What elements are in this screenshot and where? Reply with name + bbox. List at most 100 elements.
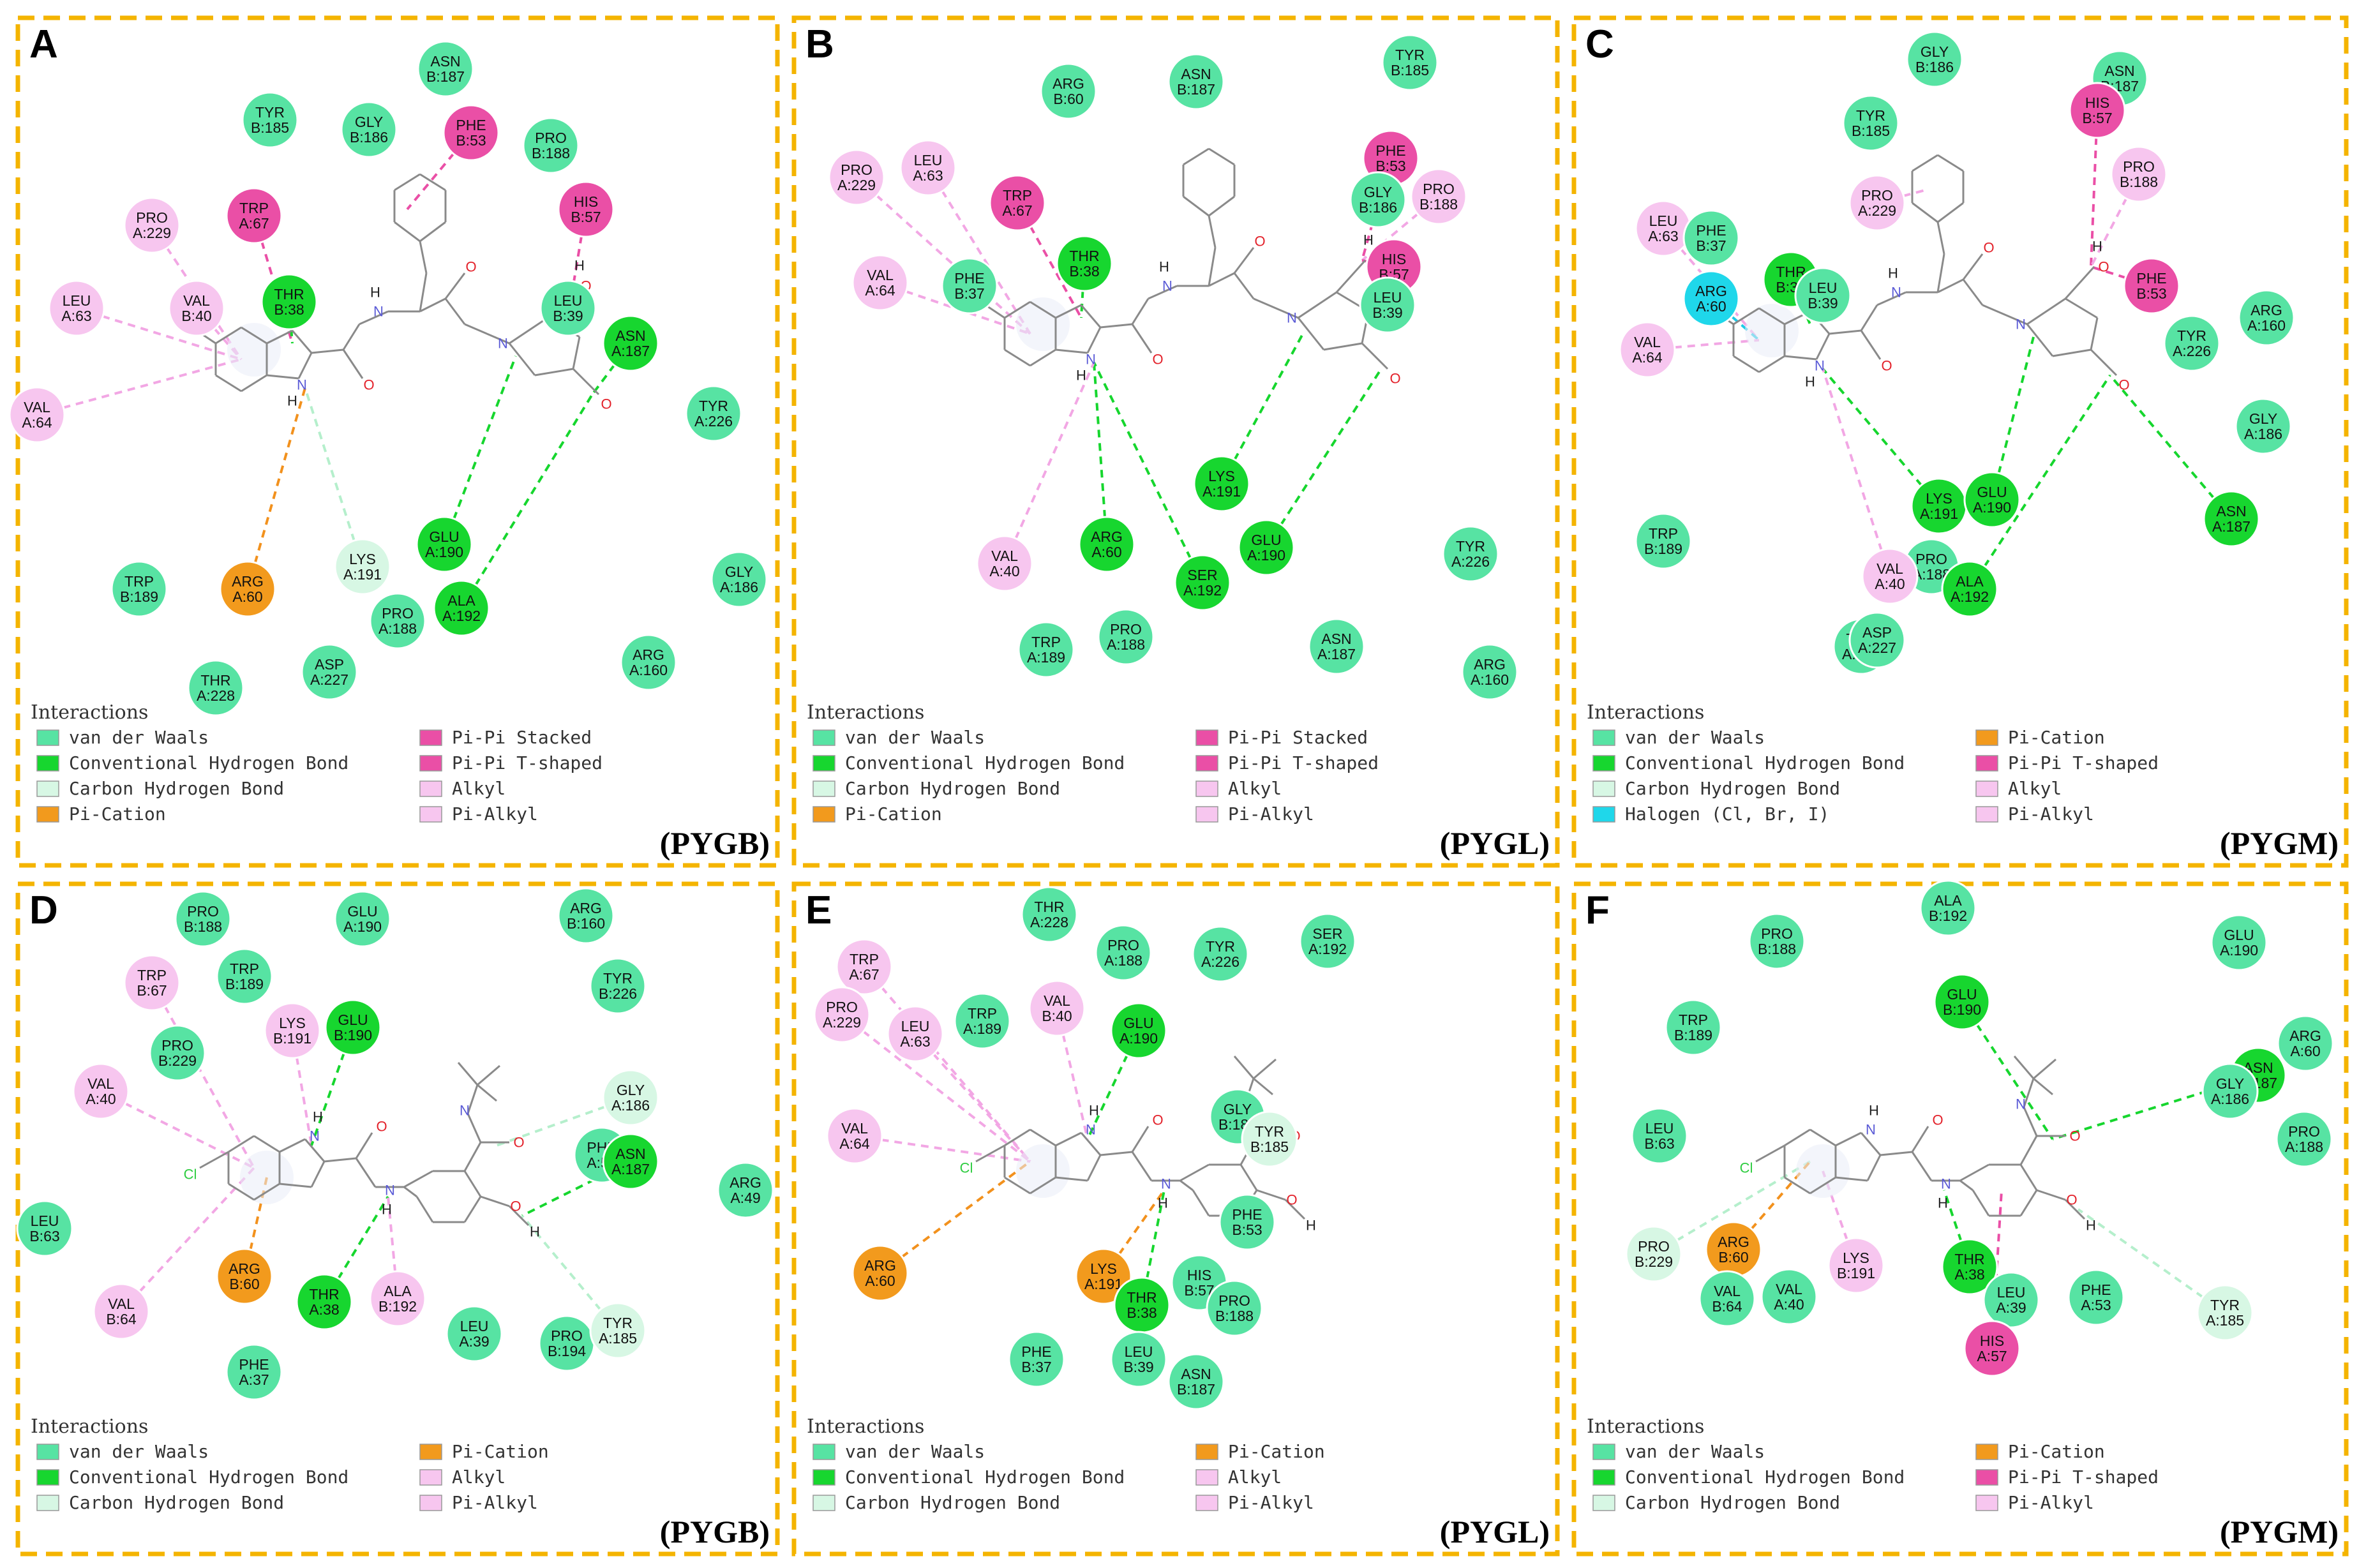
residue-val-b40[interactable]: VALB:40 [1028,980,1086,1037]
residue-val-a64[interactable]: VALA:64 [8,386,66,444]
residue-val-a64[interactable]: VALA:64 [1619,321,1676,378]
residue-lys-a191[interactable]: LYSA:191 [1193,455,1250,512]
residue-trp-a189[interactable]: TRPA:189 [954,992,1011,1050]
residue-tyr-b185[interactable]: TYRB:185 [241,91,299,149]
residue-leu-b39[interactable]: LEUB:39 [1110,1331,1167,1388]
residue-arg-a49[interactable]: ARGA:49 [717,1161,774,1219]
residue-thr-a38[interactable]: THRA:38 [296,1273,353,1331]
residue-phe-b37[interactable]: PHEB:37 [1682,209,1740,267]
residue-arg-b60[interactable]: ARGB:60 [1040,63,1097,120]
residue-asp-a227[interactable]: ASPA:227 [301,643,358,701]
residue-tyr-b185[interactable]: TYRB:185 [1842,94,1899,152]
residue-tyr-a185[interactable]: TYRA:185 [2196,1284,2254,1341]
residue-tyr-a185[interactable]: TYRA:185 [589,1302,647,1359]
residue-ser-a192[interactable]: SERA:192 [1299,913,1356,970]
residue-glu-a190[interactable]: GLUA:190 [1963,471,2021,528]
residue-val-b64[interactable]: VALB:64 [93,1283,150,1340]
residue-pro-b229[interactable]: PROB:229 [1625,1225,1682,1283]
residue-tyr-a226[interactable]: TYRA:226 [1192,925,1249,983]
residue-asn-a187[interactable]: ASNA:187 [2203,490,2260,548]
residue-glu-b190[interactable]: GLUB:190 [324,999,382,1056]
residue-leu-a39[interactable]: LEUA:39 [446,1305,503,1363]
residue-phe-b37[interactable]: PHEB:37 [941,257,998,315]
residue-arg-a60[interactable]: ARGA:60 [1682,270,1740,327]
residue-leu-a63[interactable]: LEUA:63 [48,280,105,337]
residue-glu-a190[interactable]: GLUA:190 [2210,914,2268,971]
residue-thr-b38[interactable]: THRB:38 [1113,1276,1171,1334]
residue-gly-a186[interactable]: GLYA:186 [602,1069,659,1126]
residue-trp-a67[interactable]: TRPA:67 [989,174,1046,232]
residue-arg-a60[interactable]: ARGA:60 [219,560,276,618]
residue-pro-b188[interactable]: PROB:188 [174,890,232,948]
residue-trp-b189[interactable]: TRPB:189 [216,948,273,1005]
residue-pro-a188[interactable]: PROA:188 [2275,1110,2333,1168]
residue-val-a40[interactable]: VALA:40 [1760,1268,1818,1325]
residue-pro-b188[interactable]: PROB:188 [2110,146,2168,203]
residue-pro-b194[interactable]: PROB:194 [538,1315,595,1372]
residue-arg-a60[interactable]: ARGA:60 [2277,1015,2334,1072]
residue-trp-b189[interactable]: TRPB:189 [110,560,168,618]
residue-glu-b190[interactable]: GLUB:190 [1933,973,1991,1031]
residue-trp-b189[interactable]: TRPB:189 [1665,999,1722,1056]
residue-phe-a53[interactable]: PHEA:53 [2067,1269,2125,1326]
residue-tyr-a226[interactable]: TYRA:226 [2163,315,2220,372]
residue-arg-a160[interactable]: ARGA:160 [620,634,677,691]
residue-val-a64[interactable]: VALA:64 [826,1107,883,1165]
residue-lys-b191[interactable]: LYSB:191 [264,1002,321,1059]
residue-asn-a187[interactable]: ASNA:187 [1308,618,1365,675]
residue-asn-a187[interactable]: ASNA:187 [602,1133,659,1190]
residue-glu-a190[interactable]: GLUA:190 [1110,1002,1167,1059]
residue-val-a40[interactable]: VALA:40 [1861,548,1919,605]
residue-leu-b39[interactable]: LEUB:39 [1794,267,1852,324]
residue-thr-b38[interactable]: THRB:38 [260,273,318,331]
residue-tyr-a226[interactable]: TYRA:226 [1442,525,1499,583]
residue-his-a57[interactable]: HISA:57 [1963,1320,2021,1377]
residue-pro-b188[interactable]: PROB:188 [1410,168,1467,225]
residue-pro-a188[interactable]: PROA:188 [1097,608,1155,666]
residue-ala-b192[interactable]: ALAB:192 [369,1270,426,1327]
residue-phe-b37[interactable]: PHEB:37 [1008,1331,1065,1388]
residue-thr-a38[interactable]: THRA:38 [1941,1238,1998,1295]
residue-thr-a228[interactable]: THRA:228 [187,659,244,717]
residue-pro-a188[interactable]: PROA:188 [369,592,426,650]
residue-asn-b187[interactable]: ASNB:187 [417,40,474,98]
residue-asn-a187[interactable]: ASNA:187 [602,315,659,372]
residue-gly-a186[interactable]: GLYA:186 [710,551,768,608]
residue-val-b64[interactable]: VALB:64 [1698,1270,1756,1327]
residue-trp-b67[interactable]: TRPB:67 [123,954,181,1012]
residue-trp-a67[interactable]: TRPA:67 [225,187,283,244]
residue-his-b57[interactable]: HISB:57 [2069,82,2126,139]
residue-val-a40[interactable]: VALA:40 [976,535,1033,592]
residue-pro-a229[interactable]: PROA:229 [828,149,885,206]
residue-arg-a60[interactable]: ARGA:60 [851,1244,909,1302]
residue-arg-b60[interactable]: ARGB:60 [216,1248,273,1305]
residue-pro-b188[interactable]: PROB:188 [1748,913,1806,970]
residue-phe-b53[interactable]: PHEB:53 [1218,1193,1276,1251]
residue-glu-a190[interactable]: GLUA:190 [1238,519,1295,576]
residue-val-b40[interactable]: VALB:40 [168,280,225,337]
residue-pro-a229[interactable]: PROA:229 [813,986,871,1043]
residue-ala-b192[interactable]: ALAB:192 [1919,879,1977,937]
residue-trp-a67[interactable]: TRPA:67 [835,938,893,996]
residue-leu-a63[interactable]: LEUA:63 [899,139,957,197]
residue-tyr-b185[interactable]: TYRB:185 [1381,34,1439,91]
residue-tyr-b185[interactable]: TYRB:185 [1241,1110,1298,1168]
residue-pro-a229[interactable]: PROA:229 [123,197,181,254]
residue-leu-a39[interactable]: LEUA:39 [1982,1271,2040,1329]
residue-his-b57[interactable]: HISB:57 [557,181,615,238]
residue-val-a40[interactable]: VALA:40 [72,1063,130,1120]
residue-glu-a190[interactable]: GLUA:190 [334,890,391,948]
residue-ser-a192[interactable]: SERA:192 [1174,554,1231,611]
residue-gly-b186[interactable]: GLYB:186 [1906,31,1963,88]
residue-pro-b188[interactable]: PROB:188 [1206,1280,1263,1337]
residue-pro-b229[interactable]: PROB:229 [149,1024,206,1082]
residue-arg-a160[interactable]: ARGA:160 [1461,643,1518,701]
residue-glu-a190[interactable]: GLUA:190 [416,516,473,573]
residue-tyr-b226[interactable]: TYRB:226 [589,957,647,1015]
residue-gly-a186[interactable]: GLYA:186 [2235,398,2292,455]
residue-asn-b187[interactable]: ASNB:187 [1167,53,1225,110]
residue-asn-b187[interactable]: ASNB:187 [1167,1353,1225,1410]
residue-arg-a60[interactable]: ARGA:60 [1078,516,1135,573]
residue-phe-b53[interactable]: PHEB:53 [442,104,500,161]
residue-leu-b63[interactable]: LEUB:63 [16,1200,73,1257]
